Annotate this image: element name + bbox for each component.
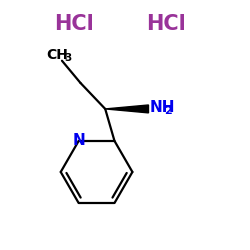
Text: 3: 3	[64, 53, 72, 63]
Text: 2: 2	[164, 106, 172, 117]
Text: NH: NH	[150, 100, 175, 115]
Polygon shape	[105, 105, 148, 113]
Text: HCl: HCl	[54, 14, 94, 34]
Text: N: N	[72, 134, 85, 148]
Text: CH: CH	[46, 48, 68, 62]
Text: HCl: HCl	[146, 14, 186, 34]
